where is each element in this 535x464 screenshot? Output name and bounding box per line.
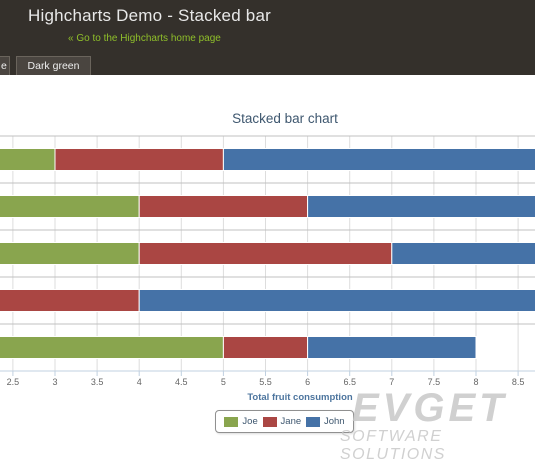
legend-item-john[interactable]: John — [305, 416, 345, 427]
bar-joe — [0, 336, 224, 359]
bar-john — [307, 336, 477, 359]
bar-jane — [138, 242, 393, 265]
bar-series — [0, 148, 535, 359]
bar-john — [138, 289, 535, 312]
chart-legend: Joe Jane John — [215, 410, 354, 433]
x-axis-title: Total fruit consumption — [247, 392, 353, 403]
bar-john — [307, 195, 535, 218]
bar-jane — [54, 148, 224, 171]
legend-label-jane: Jane — [280, 416, 302, 427]
stacked-bar-chart: Stacked bar chart 2.5 3 3.5 4 4.5 5 5.5 6 6.5 7 7.… — [0, 111, 535, 403]
x-tick-label: 8 — [473, 377, 478, 387]
x-tick-label: 3 — [52, 377, 57, 387]
x-tick-label: 5.5 — [259, 377, 272, 387]
page-title: Highcharts Demo - Stacked bar — [28, 6, 271, 25]
bar-jane — [138, 195, 309, 218]
legend-label-joe: Joe — [242, 416, 258, 427]
x-tick-label: 6 — [305, 377, 310, 387]
watermark-tagline: SOFTWARE SOLUTIONS — [340, 428, 446, 463]
bar-jane — [0, 289, 140, 312]
bar-john — [222, 148, 535, 171]
bar-joe — [0, 242, 140, 265]
bar-joe — [0, 148, 56, 171]
home-link[interactable]: « Go to the Highcharts home page — [68, 33, 221, 44]
x-tick-label: 2.5 — [7, 377, 20, 387]
x-axis-ticks: 2.5 3 3.5 4 4.5 5 5.5 6 6.5 7 7.5 8 8.5 — [7, 371, 525, 387]
x-tick-label: 4.5 — [175, 377, 188, 387]
theme-tab-dark-green[interactable]: Dark green — [16, 56, 91, 75]
bar-jane — [222, 336, 309, 359]
bar-joe — [0, 195, 140, 218]
legend-label-john: John — [323, 416, 345, 427]
x-tick-label: 5 — [221, 377, 226, 387]
x-tick-label: 6.5 — [343, 377, 356, 387]
header-bar: Highcharts Demo - Stacked bar « Go to th… — [0, 0, 535, 75]
x-tick-label: 7 — [389, 377, 394, 387]
x-tick-label: 3.5 — [91, 377, 104, 387]
legend-item-jane[interactable]: Jane — [262, 416, 302, 427]
theme-tab-previous[interactable]: e — [0, 56, 10, 75]
legend-item-joe[interactable]: Joe — [224, 416, 258, 427]
x-tick-label: 7.5 — [428, 377, 441, 387]
legend-swatch-jane — [262, 416, 277, 427]
x-tick-label: 4 — [137, 377, 142, 387]
bar-john — [391, 242, 535, 265]
legend-swatch-john — [305, 416, 320, 427]
chart-title: Stacked bar chart — [232, 111, 338, 126]
legend-swatch-joe — [224, 416, 239, 427]
x-tick-label: 8.5 — [512, 377, 525, 387]
